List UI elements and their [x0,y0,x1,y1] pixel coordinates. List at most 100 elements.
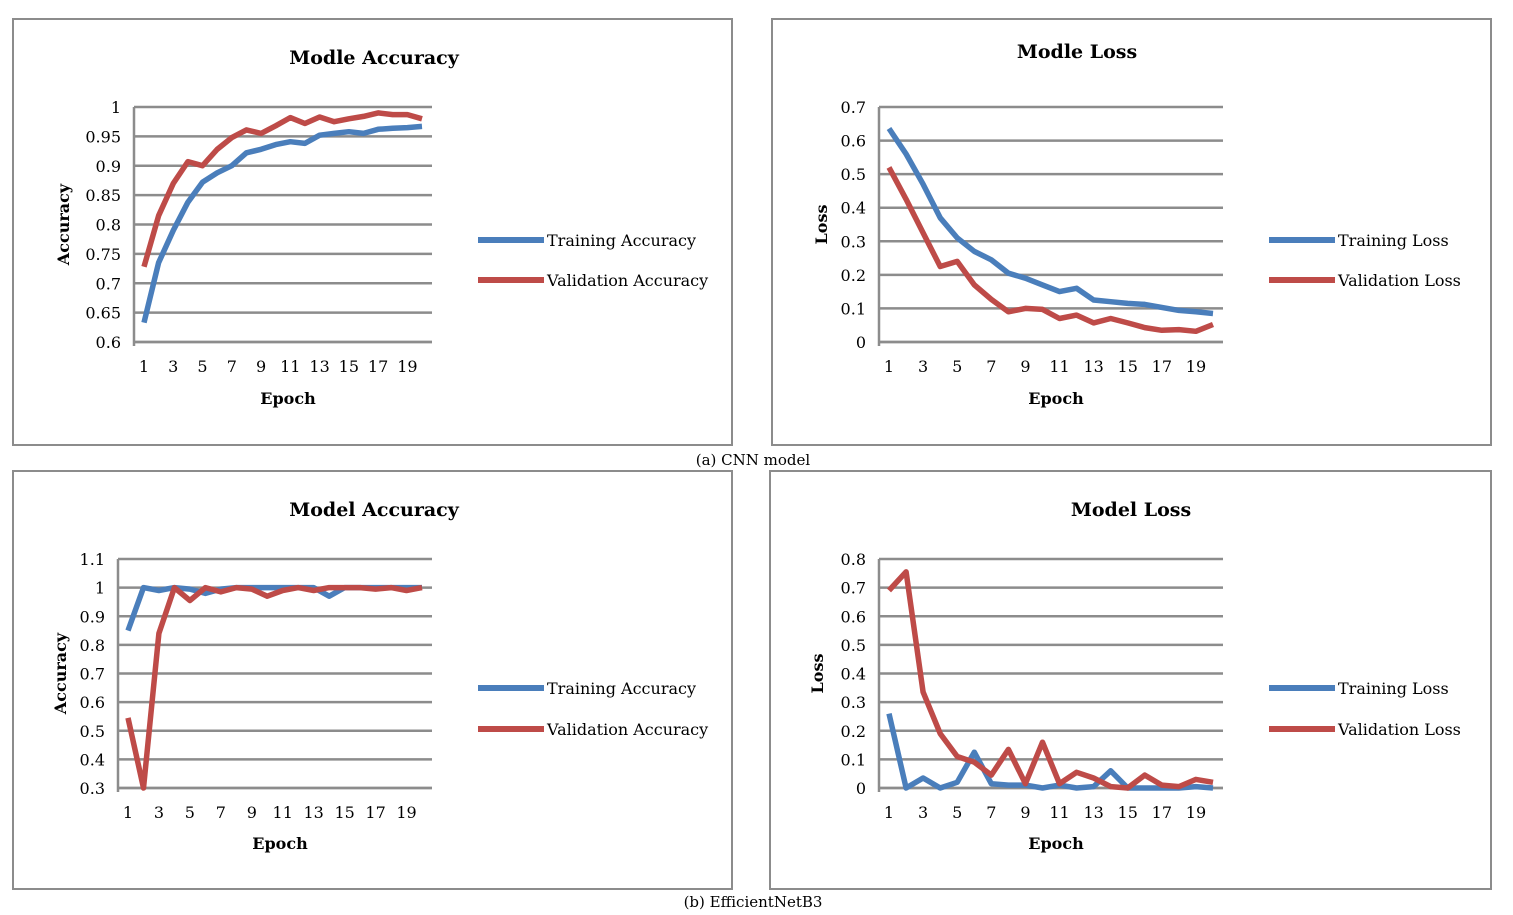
y-tick-label: 0.2 [841,266,866,285]
x-tick-label: 7 [986,357,996,376]
legend-label: Validation Accuracy [546,271,708,290]
y-tick-label: 0.8 [80,636,105,655]
legend-label: Training Accuracy [547,679,696,698]
series-line-training [886,126,1214,317]
x-tick-label: 1 [139,357,149,376]
chart-panel-effnet-loss: Model Loss 0 0.1 0.2 0.3 0.4 0.5 0.6 0.7 0.8 1 3 5 7 9… [769,470,1492,890]
x-tick-label: 19 [396,803,416,822]
y-tick-label: 0.4 [841,665,866,684]
x-tick-label: 9 [1020,803,1030,822]
y-tick-label: 0.3 [80,779,105,798]
series-line-training [141,123,423,324]
series-line-validation [125,584,423,791]
y-tick-label: 0.4 [841,199,866,218]
x-tick-label: 7 [216,803,226,822]
y-tick-label: 0.6 [80,693,105,712]
x-axis-label: Epoch [1028,834,1084,853]
y-tick-label: 0.7 [80,665,105,684]
x-tick-label: 15 [1118,803,1138,822]
x-tick-label: 11 [273,803,293,822]
y-tick-label: 0 [856,333,866,352]
x-tick-label: 17 [1152,803,1172,822]
x-tick-label: 9 [1020,357,1030,376]
y-axis-label: Loss [808,654,827,694]
y-tick-label: 0.9 [80,607,105,626]
y-axis-label: Accuracy [54,183,73,266]
legend-label: Training Loss [1338,231,1449,250]
x-tick-label: 11 [280,357,300,376]
y-tick-label: 0.3 [841,232,866,251]
y-tick-label: 1 [111,98,121,117]
y-axis-label: Accuracy [51,632,70,715]
y-tick-label: 0.95 [85,127,121,146]
y-axis-label: Loss [812,205,831,245]
x-tick-label: 7 [986,803,996,822]
chart-title: Model Loss [1071,499,1191,521]
x-tick-label: 3 [154,803,164,822]
x-tick-label: 15 [1118,357,1138,376]
legend-label: Training Accuracy [547,231,696,250]
y-tick-label: 1 [95,579,105,598]
y-tick-label: 0.85 [85,186,121,205]
x-axis-label: Epoch [252,834,308,853]
series-line-validation [886,166,1215,335]
x-tick-label: 9 [256,357,266,376]
x-tick-label: 11 [1049,803,1069,822]
x-tick-label: 13 [1083,803,1103,822]
y-tick-label: 0 [856,779,866,798]
x-tick-label: 19 [1186,357,1206,376]
x-tick-label: 15 [339,357,359,376]
x-axis-label: Epoch [1028,389,1084,408]
x-tick-label: 5 [952,803,962,822]
y-tick-label: 0.9 [96,157,121,176]
x-tick-label: 13 [309,357,329,376]
y-tick-label: 0.7 [96,274,121,293]
x-tick-label: 7 [227,357,237,376]
x-tick-label: 5 [185,803,195,822]
chart-svg-cnn-accuracy: Modle Accuracy 0.6 0.65 0.7 0.75 0.8 0.85 0.9 0.… [54,47,708,408]
y-tick-label: 0.8 [841,550,866,569]
y-tick-label: 0.65 [85,304,121,323]
chart-title: Modle Loss [1017,41,1137,63]
y-tick-label: 1.1 [80,550,105,569]
y-tick-label: 0.1 [841,299,866,318]
y-tick-label: 0.5 [841,165,866,184]
x-tick-label: 13 [304,803,324,822]
x-tick-label: 1 [884,357,894,376]
y-tick-label: 0.6 [96,333,121,352]
chart-title: Model Accuracy [289,499,459,521]
y-tick-label: 0.8 [96,216,121,235]
y-tick-label: 0.6 [841,132,866,151]
x-tick-label: 3 [918,357,928,376]
x-tick-label: 13 [1083,357,1103,376]
x-tick-label: 19 [1186,803,1206,822]
series-line-validation [141,110,423,268]
x-tick-label: 1 [123,803,133,822]
x-tick-label: 3 [918,803,928,822]
x-tick-label: 1 [884,803,894,822]
x-tick-label: 9 [247,803,257,822]
x-tick-label: 5 [952,357,962,376]
x-tick-label: 17 [365,803,385,822]
series-line-validation [886,569,1214,791]
legend-label: Validation Loss [1337,271,1461,290]
chart-panel-cnn-accuracy: Modle Accuracy 0.6 0.65 0.7 0.75 0.8 0.85 0.9 0.… [12,18,733,446]
legend-label: Validation Loss [1337,720,1461,739]
x-tick-label: 15 [334,803,354,822]
x-tick-label: 5 [197,357,207,376]
y-tick-label: 0.4 [80,750,105,769]
y-tick-label: 0.7 [841,579,866,598]
y-tick-label: 0.5 [80,722,105,741]
x-tick-label: 17 [1152,357,1172,376]
chart-title: Modle Accuracy [289,47,459,69]
y-tick-label: 0.75 [85,245,121,264]
x-tick-label: 19 [397,357,417,376]
figure-caption-a: (a) CNN model [695,451,811,469]
chart-svg-effnet-accuracy: Model Accuracy 0.3 0.4 0.5 0.6 0.7 0.8 0.9 1 1.1 1… [51,499,708,853]
legend-label: Training Loss [1338,679,1449,698]
x-tick-label: 17 [368,357,388,376]
chart-panel-cnn-loss: Modle Loss 0 0.1 0.2 0.3 0.4 0.5 0.6 0.7 1 3 5 7 9 11 1… [771,18,1492,446]
y-tick-label: 0.3 [841,693,866,712]
